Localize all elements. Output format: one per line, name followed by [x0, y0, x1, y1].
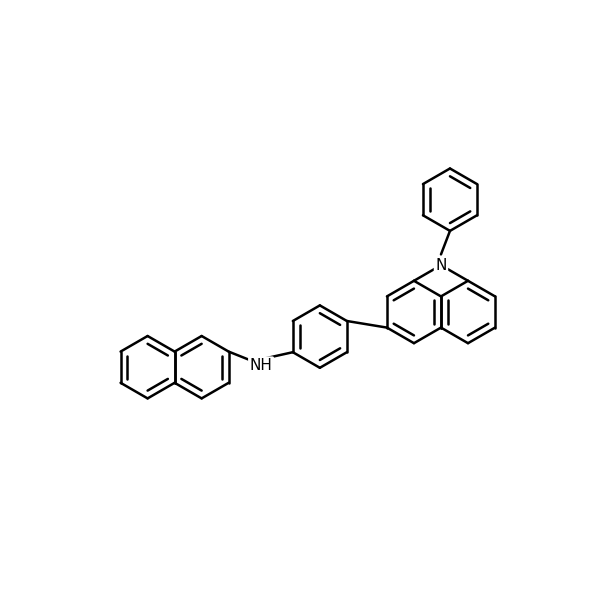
Text: N: N	[435, 258, 446, 272]
Text: NH: NH	[250, 358, 272, 373]
